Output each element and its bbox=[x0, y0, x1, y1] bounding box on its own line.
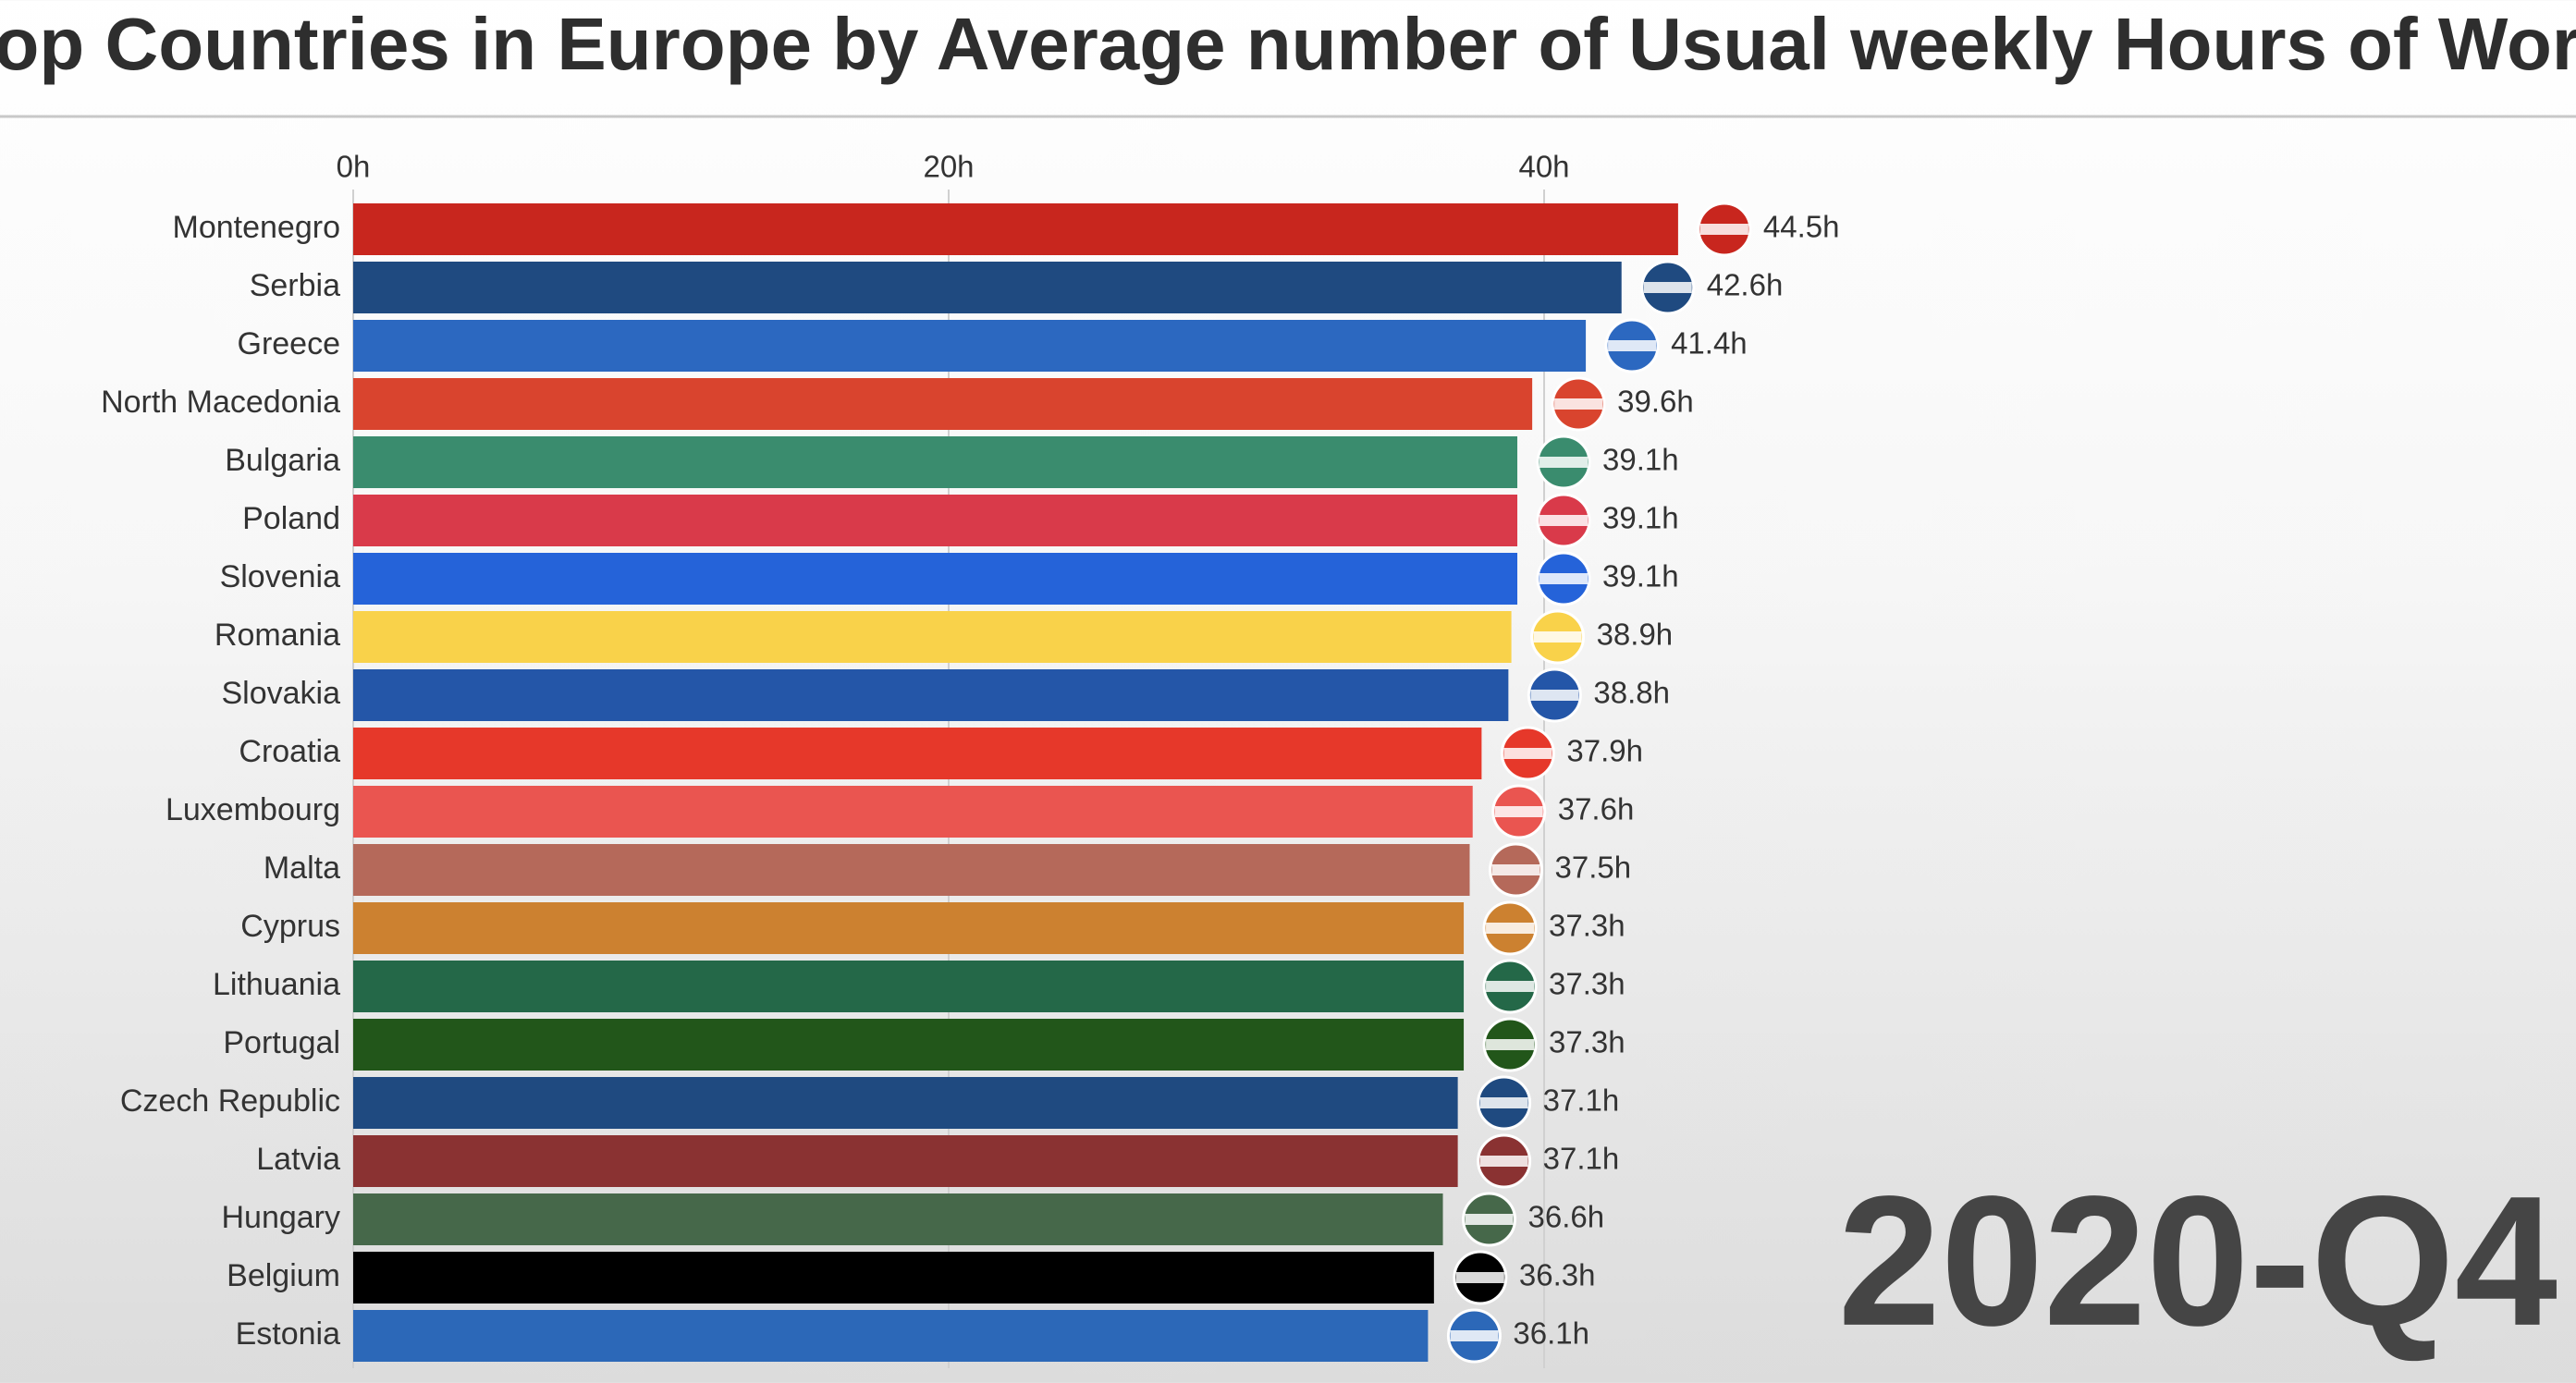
flag-stripe bbox=[1608, 340, 1657, 351]
bar bbox=[353, 961, 1465, 1012]
y-tick-label: Portugal bbox=[223, 1025, 340, 1060]
x-tick-label: 40h bbox=[1518, 150, 1569, 184]
value-label: 37.6h bbox=[1558, 792, 1635, 826]
bar bbox=[353, 1252, 1434, 1303]
value-label: 41.4h bbox=[1671, 326, 1748, 361]
y-tick-label: Cyprus bbox=[240, 909, 340, 944]
flag-stripe bbox=[1539, 573, 1589, 584]
flag-stripe bbox=[1643, 282, 1692, 293]
bar bbox=[353, 1310, 1429, 1362]
y-tick-label: Slovakia bbox=[221, 676, 340, 711]
flag-stripe bbox=[1554, 398, 1603, 410]
value-label: 39.1h bbox=[1602, 443, 1679, 477]
y-tick-label: Slovenia bbox=[220, 559, 341, 594]
value-label: 36.1h bbox=[1513, 1316, 1589, 1351]
y-tick-label: Lithuania bbox=[213, 967, 340, 1002]
y-tick-label: Czech Republic bbox=[120, 1083, 340, 1119]
x-tick-label: 20h bbox=[923, 150, 974, 184]
flag-stripe bbox=[1450, 1330, 1499, 1341]
bar bbox=[353, 553, 1518, 605]
chart-title: Top Countries in Europe by Average numbe… bbox=[0, 3, 2576, 85]
y-tick-label: Belgium bbox=[227, 1258, 340, 1293]
flag-stripe bbox=[1479, 1156, 1528, 1167]
bar bbox=[353, 1019, 1465, 1071]
bar bbox=[353, 728, 1482, 779]
y-tick-label: Luxembourg bbox=[166, 792, 340, 827]
value-label: 39.1h bbox=[1602, 501, 1679, 535]
value-label: 37.1h bbox=[1543, 1083, 1620, 1118]
y-tick-label: Poland bbox=[242, 501, 340, 536]
value-label: 37.5h bbox=[1555, 851, 1632, 885]
flag-stripe bbox=[1479, 1097, 1528, 1108]
period-label: 2020-Q4 bbox=[1838, 1158, 2558, 1365]
y-tick-label: Latvia bbox=[256, 1142, 340, 1177]
y-tick-label: Greece bbox=[238, 326, 341, 361]
flag-stripe bbox=[1465, 1214, 1514, 1225]
bar bbox=[353, 320, 1587, 372]
flag-stripe bbox=[1530, 690, 1579, 701]
value-label: 38.9h bbox=[1597, 618, 1674, 652]
y-tick-label: Estonia bbox=[236, 1316, 340, 1352]
flag-stripe bbox=[1494, 806, 1543, 817]
flag-stripe bbox=[1491, 864, 1540, 875]
bar bbox=[353, 611, 1512, 663]
value-label: 37.9h bbox=[1566, 734, 1643, 768]
y-tick-label: North Macedonia bbox=[101, 385, 340, 420]
flag-stripe bbox=[1539, 457, 1589, 468]
value-label: 38.8h bbox=[1593, 676, 1670, 710]
flag-stripe bbox=[1486, 923, 1535, 934]
bar bbox=[353, 844, 1470, 896]
y-tick-label: Malta bbox=[264, 851, 340, 886]
bar bbox=[353, 1077, 1458, 1129]
flag-stripe bbox=[1455, 1272, 1504, 1283]
flag-stripe bbox=[1486, 981, 1535, 992]
x-tick-label: 0h bbox=[337, 150, 371, 184]
bar bbox=[353, 378, 1533, 430]
bar bbox=[353, 495, 1518, 546]
flag-stripe bbox=[1533, 631, 1582, 643]
bar bbox=[353, 1193, 1443, 1245]
y-tick-label: Montenegro bbox=[173, 210, 340, 245]
bar bbox=[353, 436, 1518, 488]
flag-stripe bbox=[1699, 224, 1748, 235]
flag-stripe bbox=[1486, 1039, 1535, 1050]
value-label: 37.3h bbox=[1549, 909, 1625, 943]
y-tick-label: Hungary bbox=[221, 1200, 340, 1235]
value-label: 39.1h bbox=[1602, 559, 1679, 594]
value-label: 42.6h bbox=[1707, 268, 1784, 302]
bar bbox=[353, 669, 1509, 721]
bar bbox=[353, 1135, 1458, 1187]
flag-stripe bbox=[1503, 748, 1552, 759]
y-tick-label: Bulgaria bbox=[225, 443, 340, 478]
value-label: 37.3h bbox=[1549, 1025, 1625, 1059]
value-label: 39.6h bbox=[1617, 385, 1694, 419]
value-label: 37.3h bbox=[1549, 967, 1625, 1001]
bar bbox=[353, 203, 1678, 255]
y-tick-label: Croatia bbox=[239, 734, 340, 769]
value-label: 36.3h bbox=[1519, 1258, 1596, 1292]
flag-stripe bbox=[1539, 515, 1589, 526]
value-label: 44.5h bbox=[1763, 210, 1840, 244]
value-label: 36.6h bbox=[1528, 1200, 1605, 1234]
bar bbox=[353, 786, 1473, 838]
bar bbox=[353, 902, 1465, 954]
y-tick-label: Romania bbox=[215, 618, 340, 653]
value-label: 37.1h bbox=[1543, 1142, 1620, 1176]
y-tick-label: Serbia bbox=[250, 268, 340, 303]
bar bbox=[353, 262, 1622, 313]
